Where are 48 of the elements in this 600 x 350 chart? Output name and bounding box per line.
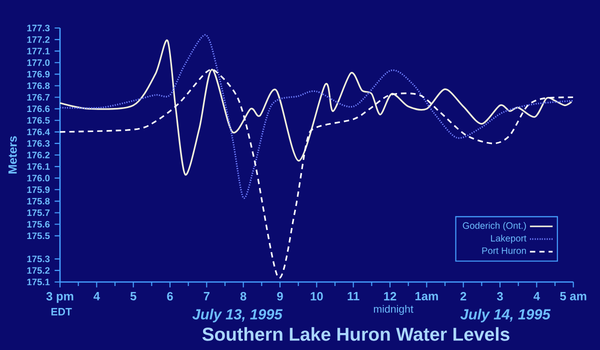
y-tick-label: 175.7 (27, 209, 50, 216)
text: July 13, 1995 (192, 308, 283, 322)
text: July 14, 1995 (460, 308, 551, 322)
x-tick-label: 5 (130, 292, 136, 300)
x-tick-label: 3 (496, 292, 503, 300)
x-tick-label: 8 (240, 292, 246, 300)
y-tick-label: 175.6 (27, 220, 50, 228)
legend-label: Goderich (Ont.) (462, 222, 526, 231)
text: midnight (374, 304, 414, 315)
y-tick-label: 176.0 (27, 174, 50, 182)
y-tick-label: 176.1 (27, 163, 50, 170)
x-tick-label: 11 (348, 292, 360, 300)
x-tick-label: 6 (167, 292, 173, 300)
y-tick-label: 176.5 (27, 117, 50, 124)
y-tick-label: 177.0 (27, 59, 50, 66)
y-tick-label: 177.3 (27, 24, 50, 32)
y-tick-label: 175.2 (27, 267, 50, 274)
x-tick-label: 4 (94, 292, 100, 300)
y-tick-label: 176.2 (27, 152, 50, 158)
x-tick-label: 2 (460, 292, 466, 300)
y-tick-label: 175.5 (27, 232, 50, 240)
y-tick-label: 176.7 (27, 94, 50, 101)
text: EDT (51, 308, 72, 316)
line-series (59, 40, 572, 176)
y-tick-label: 176.8 (27, 82, 50, 90)
x-tick-label: 10 (310, 292, 323, 300)
x-tick-label: 7 (204, 292, 210, 300)
text: Southern Lake Huron Water Levels (202, 327, 510, 341)
x-tick-label: 3 pm (46, 292, 74, 303)
y-tick-label: 175.3 (27, 256, 50, 262)
y-tick-label: 175.9 (27, 186, 50, 193)
y-tick-label: 176.4 (27, 128, 50, 136)
y-tick-label: 176.3 (27, 140, 50, 147)
x-tick-label: 12 (384, 292, 396, 300)
line-series (59, 34, 574, 199)
y-tick-label: 175.1 (27, 278, 50, 286)
x-tick-label: 1am (415, 292, 438, 300)
x-tick-label: 9 (277, 292, 283, 300)
x-tick-label: 4 (534, 292, 540, 300)
y-tick-label: 177.1 (27, 48, 50, 54)
y-axis-title: Meters (8, 136, 17, 174)
y-tick-label: 176.9 (27, 70, 50, 78)
y-tick-label: 175.8 (27, 198, 50, 204)
legend-label: Port Huron (482, 247, 526, 254)
y-tick-label: 177.2 (27, 36, 50, 43)
legend-label: Lakeport (491, 234, 526, 244)
x-tick-label: 5 am (560, 292, 586, 300)
y-tick-label: 176.6 (27, 106, 50, 112)
